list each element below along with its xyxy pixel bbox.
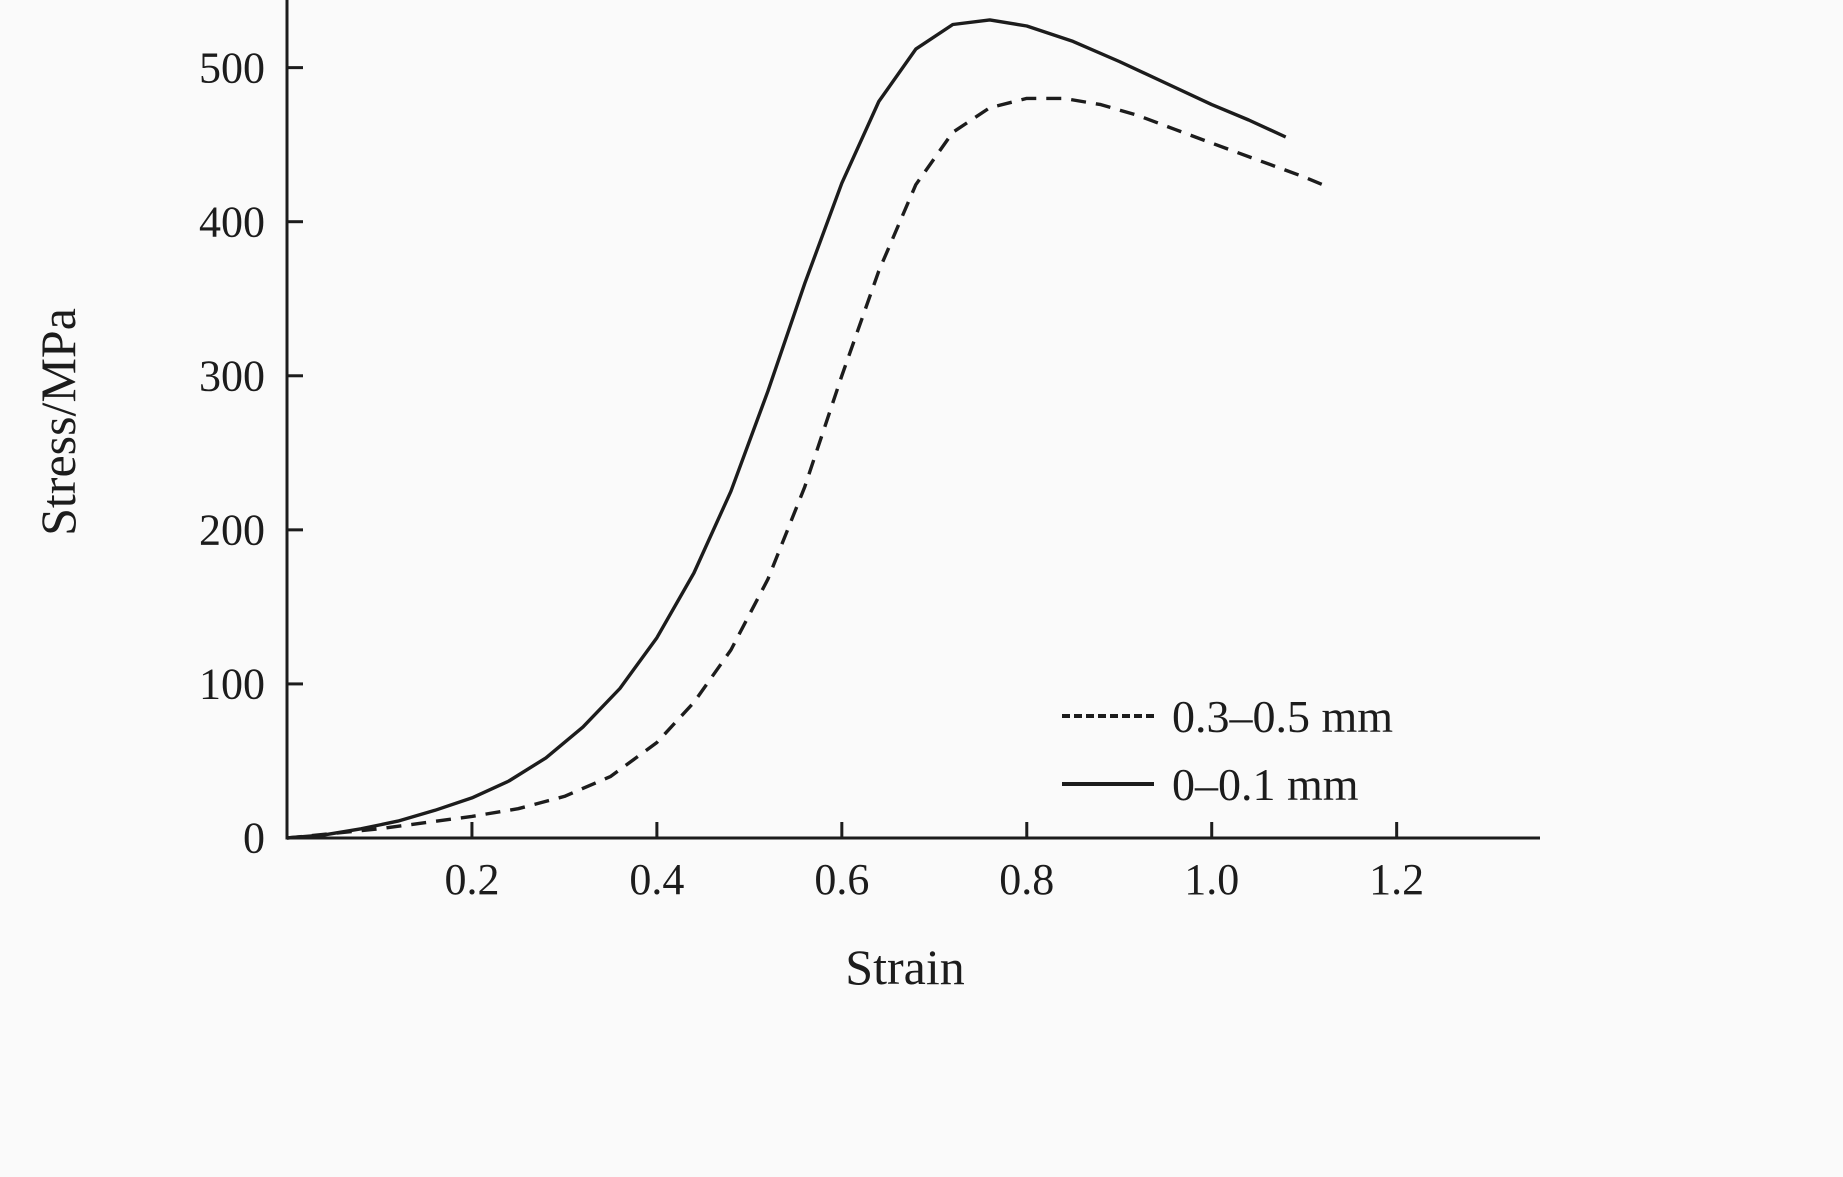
legend-row-dashed: 0.3–0.5 mm (1062, 682, 1393, 750)
y-tick-label: 500 (199, 43, 265, 93)
x-tick-label: 0.6 (814, 855, 870, 904)
y-tick-label: 300 (199, 351, 265, 401)
x-tick-label: 0.2 (444, 855, 500, 904)
legend: 0.3–0.5 mm 0–0.1 mm (1062, 682, 1393, 818)
legend-row-solid: 0–0.1 mm (1062, 750, 1393, 818)
legend-label-dashed: 0.3–0.5 mm (1172, 690, 1394, 742)
y-tick-label: 200 (199, 505, 265, 555)
y-axis-title: Stress/MPa (30, 308, 86, 536)
x-tick-label: 1.2 (1369, 855, 1425, 904)
y-tick-label: 0 (243, 813, 265, 863)
series-curve-solid (286, 18, 1287, 840)
solid-line-icon (1062, 782, 1154, 786)
x-tick-label: 0.4 (629, 855, 685, 904)
dashed-line-icon (1062, 714, 1154, 718)
series-curve-dashed (286, 96, 1324, 840)
x-tick-label: 1.0 (1184, 855, 1240, 904)
y-tick-label: 400 (199, 197, 265, 247)
x-tick-label: 0.8 (999, 855, 1055, 904)
legend-label-solid: 0–0.1 mm (1172, 758, 1359, 810)
y-tick-label: 100 (199, 659, 265, 709)
x-axis-title: Strain (845, 939, 965, 995)
